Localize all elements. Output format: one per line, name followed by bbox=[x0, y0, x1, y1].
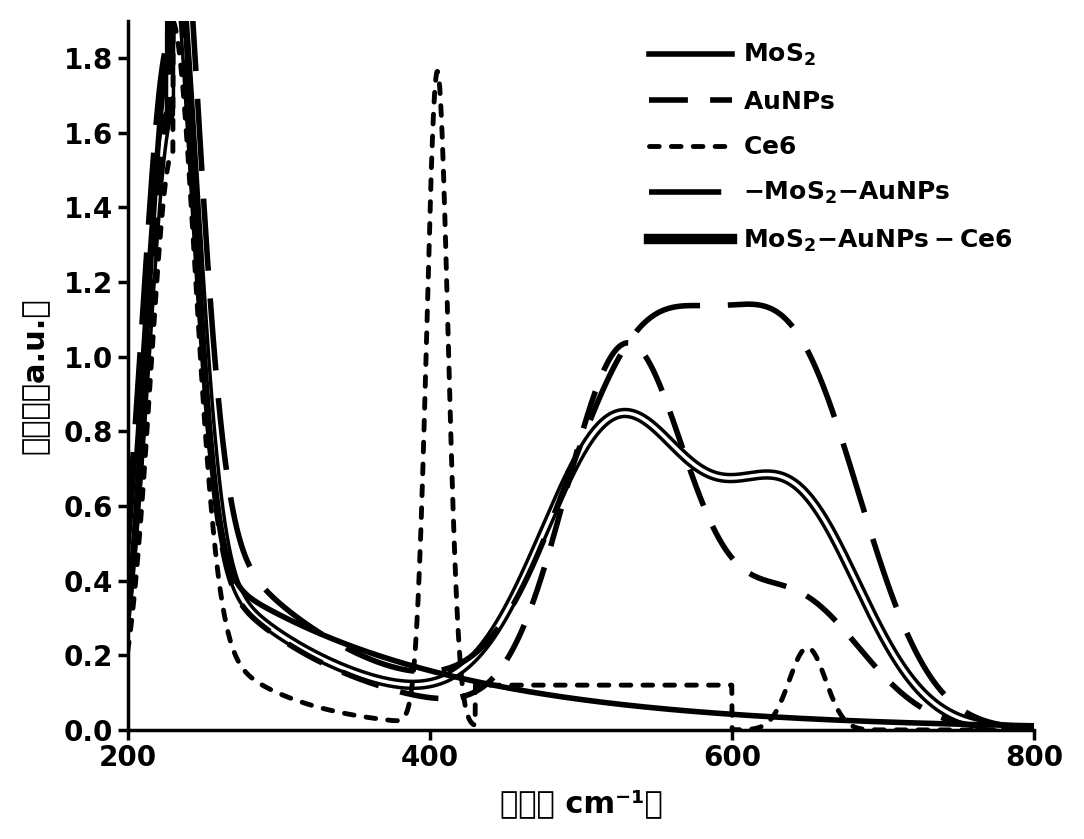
Y-axis label: 吸光度（a.u.）: 吸光度（a.u.） bbox=[21, 297, 50, 454]
Legend: $\mathbf{MoS_2}$, $\mathbf{AuNPs}$, $\mathbf{Ce6}$, $\mathbf{-MoS_2}$$\mathbf{-A: $\mathbf{MoS_2}$, $\mathbf{AuNPs}$, $\ma… bbox=[640, 33, 1022, 263]
X-axis label: 波长（ cm⁻¹）: 波长（ cm⁻¹） bbox=[500, 789, 662, 818]
